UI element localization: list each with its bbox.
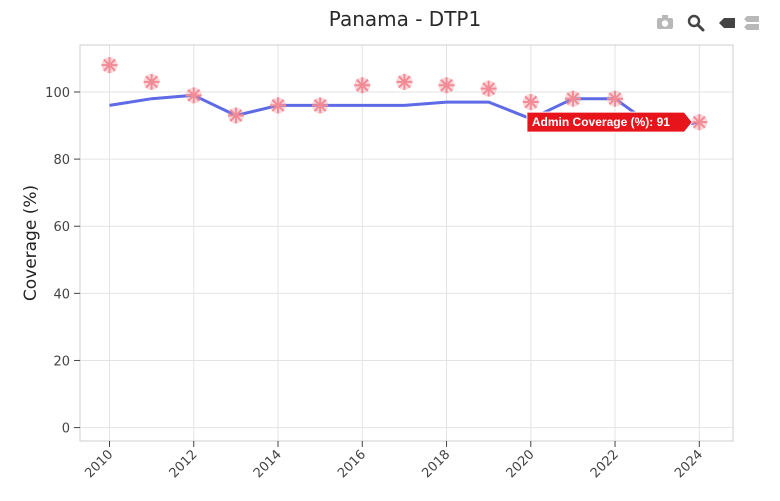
hover-tooltip: Admin Coverage (%): 91 xyxy=(526,111,693,133)
admin-coverage-marker[interactable] xyxy=(564,90,581,107)
x-axis-ticks: 2010 2012 2014 2016 2018 2020 2022 2024 xyxy=(82,441,706,481)
x-tick-label: 2010 xyxy=(82,447,116,481)
plot-background[interactable] xyxy=(80,45,733,441)
tooltip-box xyxy=(526,111,693,133)
admin-coverage-marker[interactable] xyxy=(480,80,497,97)
y-tick-label: 60 xyxy=(53,220,70,235)
tooltip-text: Admin Coverage (%): 91 xyxy=(532,115,670,129)
plot-frame xyxy=(79,44,734,442)
y-tick-label: 40 xyxy=(53,287,70,302)
y-tick-label: 80 xyxy=(53,153,70,168)
admin-coverage-marker[interactable] xyxy=(185,87,202,104)
admin-coverage-marker[interactable] xyxy=(607,90,624,107)
x-tick-label: 2016 xyxy=(335,447,369,481)
admin-coverage-marker[interactable] xyxy=(312,97,329,114)
admin-coverage-marker[interactable] xyxy=(227,107,244,124)
x-tick-label: 2024 xyxy=(672,447,706,481)
y-axis-ticks: 0 20 40 60 80 100 xyxy=(45,86,80,437)
admin-coverage-marker[interactable] xyxy=(101,57,118,74)
admin-coverage-marker[interactable] xyxy=(270,97,287,114)
x-tick-label: 2018 xyxy=(419,447,453,481)
chart-title: Panama - DTP1 xyxy=(329,7,481,31)
hover-closest-icon[interactable] xyxy=(716,12,738,34)
modebar xyxy=(654,12,762,34)
y-tick-label: 100 xyxy=(45,86,70,101)
y-tick-label: 0 xyxy=(62,422,70,437)
x-tick-label: 2020 xyxy=(504,447,538,481)
coverage-line[interactable] xyxy=(109,93,700,131)
camera-icon[interactable] xyxy=(654,12,676,34)
admin-coverage-marker[interactable] xyxy=(438,77,455,94)
y-tick-label: 20 xyxy=(53,354,70,369)
admin-coverage-marker[interactable] xyxy=(522,94,539,111)
hover-compare-icon[interactable] xyxy=(740,12,762,34)
admin-coverage-marker[interactable] xyxy=(354,77,371,94)
zoom-icon[interactable] xyxy=(685,12,707,34)
gridlines xyxy=(80,45,733,441)
admin-coverage-marker[interactable] xyxy=(691,114,708,131)
y-axis-label: Coverage (%) xyxy=(21,185,41,301)
x-tick-label: 2022 xyxy=(588,447,622,481)
x-tick-label: 2014 xyxy=(251,447,285,481)
admin-coverage-marker[interactable] xyxy=(396,73,413,90)
series-layer xyxy=(101,57,708,131)
admin-coverage-marker[interactable] xyxy=(143,73,160,90)
x-tick-label: 2012 xyxy=(167,447,201,481)
